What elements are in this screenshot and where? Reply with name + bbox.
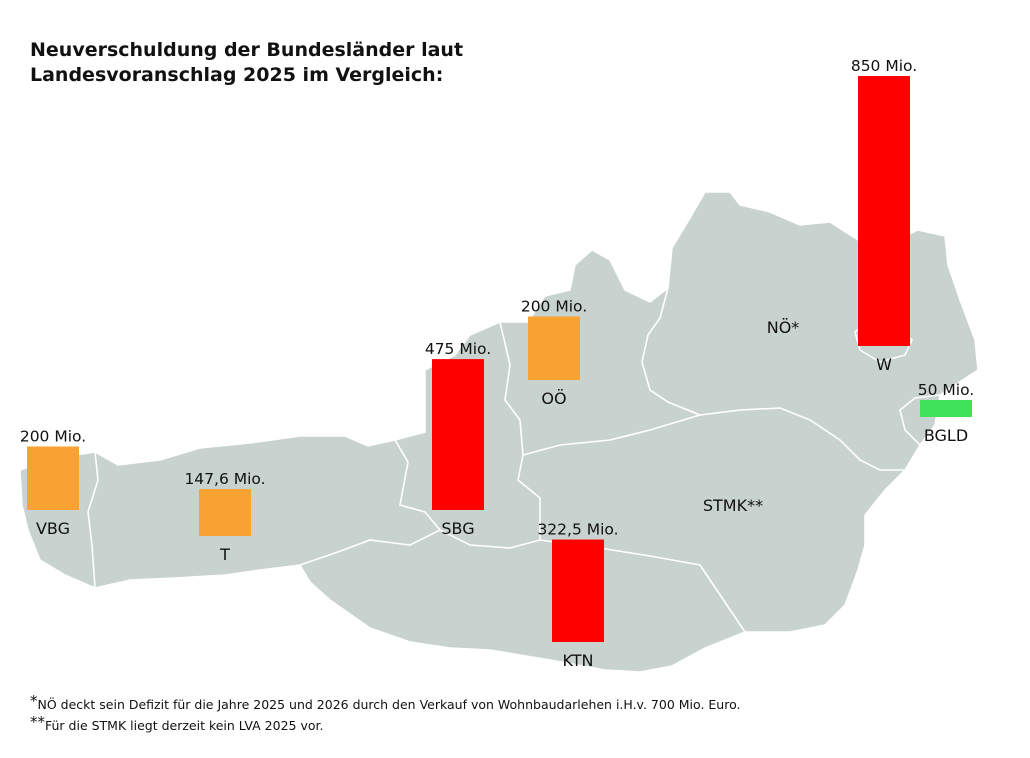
footnotes: *NÖ deckt sein Defizit für die Jahre 202… [30,692,741,736]
region-labels-layer: NÖ* STMK** [703,318,799,515]
footnote-1-mark: * [30,692,38,710]
region-label-ktn: KTN [563,651,594,670]
border-ooe-noe [641,287,741,416]
footnote-2-mark: ** [30,713,45,731]
region-label-t: T [219,545,230,564]
border-sbg-ooe [499,321,541,499]
bar-bgld [920,400,972,417]
bar-t [199,489,251,536]
value-label-w: 850 Mio. [851,57,917,75]
bar-ktn [552,539,604,642]
value-label-ooe: 200 Mio. [521,297,587,315]
austria-map [19,191,979,673]
bars-layer: 200 Mio. VBG 147,6 Mio. T 475 Mio. SBG 200 Mio… [20,57,974,670]
region-label-ooe: OÖ [541,389,566,408]
region-label-stmk: STMK** [703,496,763,515]
value-label-t: 147,6 Mio. [184,470,265,488]
bar-vbg [27,446,79,510]
chart-title-line-1: Neuverschuldung der Bundesländer laut [30,39,464,61]
value-label-vbg: 200 Mio. [20,427,86,445]
austria-outline [19,191,979,673]
region-label-bgld: BGLD [924,426,968,445]
chart-title: Neuverschuldung der Bundesländer laut La… [30,38,463,88]
footnote-1-text: NÖ deckt sein Defizit für die Jahre 2025… [37,697,741,712]
value-label-bgld: 50 Mio. [918,381,974,399]
region-label-vbg: VBG [36,519,70,538]
footnote-1: *NÖ deckt sein Defizit für die Jahre 202… [30,692,741,715]
border-t-sbg [394,439,441,531]
bar-sbg [432,359,484,510]
footnote-2: **Für die STMK liegt derzeit kein LVA 20… [30,713,740,736]
border-noe-bgld [899,394,941,446]
border-stmk-bgld [864,469,906,516]
bar-ooe [528,316,580,380]
region-label-sbg: SBG [441,519,474,538]
border-noe-stmk [739,407,905,471]
footnote-2-text: Für die STMK liegt derzeit kein LVA 2025… [45,718,324,733]
value-label-sbg: 475 Mio. [425,340,491,358]
border-ooe-stmk [522,414,701,456]
chart-title-line-2: Landesvoranschlag 2025 im Vergleich: [30,64,444,86]
region-label-w: W [876,355,892,374]
state-borders [87,287,966,633]
region-label-noe: NÖ* [767,318,800,337]
border-sbg-ktn [439,498,541,549]
value-label-ktn: 322,5 Mio. [537,521,618,539]
border-vbg-t [87,451,99,589]
bar-w [858,76,910,346]
border-t-ktn [299,529,441,566]
